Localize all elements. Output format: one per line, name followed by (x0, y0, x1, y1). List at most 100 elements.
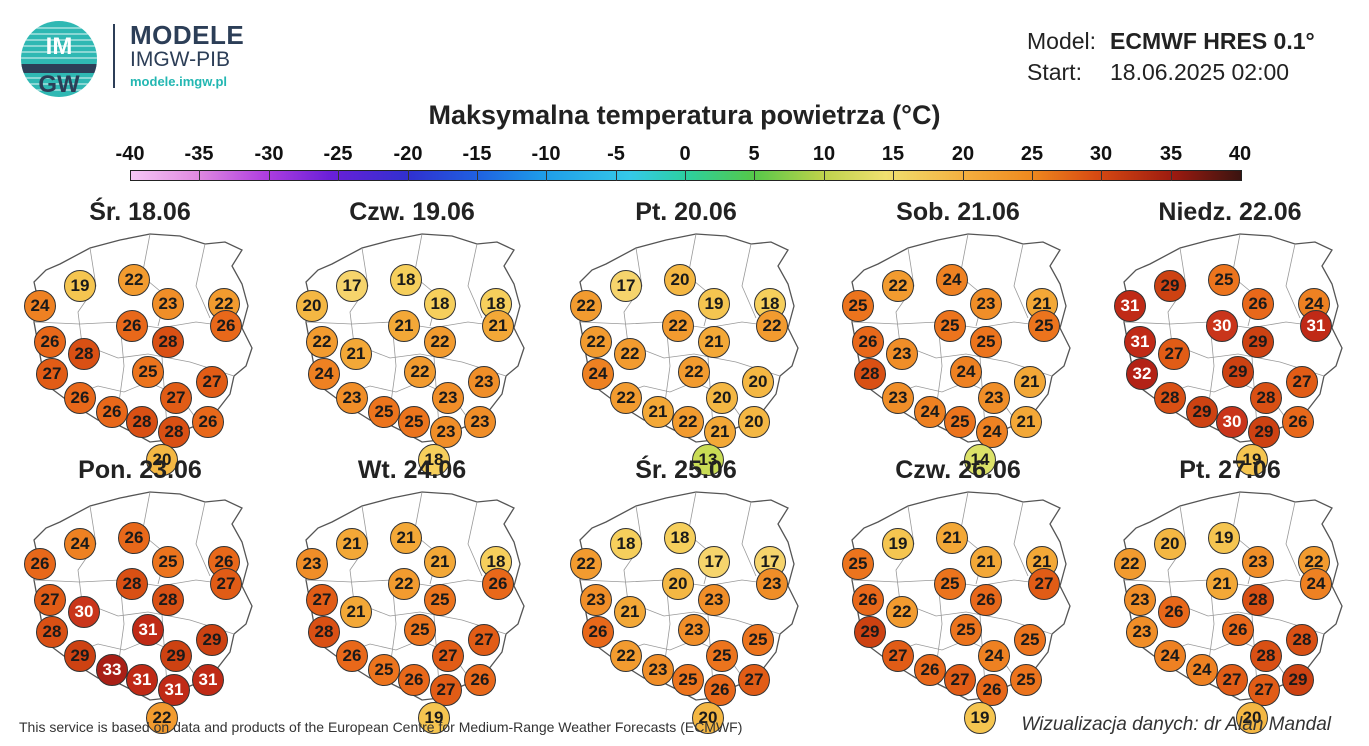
temperature-marker: 17 (698, 546, 730, 578)
scale-tick-label: -35 (184, 143, 214, 165)
day-label: Sob. 21.06 (896, 198, 1020, 226)
temperature-marker: 27 (196, 366, 228, 398)
temperature-marker: 31 (192, 664, 224, 696)
temperature-marker: 26 (34, 326, 66, 358)
temperature-marker: 22 (756, 310, 788, 342)
temperature-marker: 25 (970, 326, 1002, 358)
temperature-marker: 27 (36, 358, 68, 390)
temperature-marker: 20 (742, 366, 774, 398)
region-border (1013, 243, 1029, 319)
temperature-marker: 22 (404, 356, 436, 388)
temperature-marker: 29 (160, 640, 192, 672)
temperature-marker: 26 (1242, 288, 1274, 320)
scale-tick-label: 5 (748, 143, 760, 165)
temperature-marker: 25 (132, 356, 164, 388)
temperature-marker: 27 (210, 568, 242, 600)
temperature-marker: 26 (398, 664, 430, 696)
scale-tick (477, 170, 478, 181)
temperature-marker: 27 (160, 382, 192, 414)
brand-url-link[interactable]: modele.imgw.pl (130, 74, 228, 89)
day-label: Czw. 26.06 (895, 456, 1021, 484)
region-border (1285, 501, 1301, 577)
temperature-marker: 22 (882, 270, 914, 302)
logo-divider (113, 24, 115, 88)
temperature-marker: 25 (1014, 624, 1046, 656)
temperature-marker: 28 (152, 326, 184, 358)
forecast-panel: Wt. 24.06 21 21 23 21 18 22 26 27 21 28 25 25 26 27 27 2… (292, 456, 532, 734)
temperature-marker: 23 (1124, 584, 1156, 616)
temperature-marker: 27 (1286, 366, 1318, 398)
scale-tick-label: -15 (462, 143, 492, 165)
temperature-marker: 26 (210, 310, 242, 342)
temperature-marker: 26 (118, 522, 150, 554)
temperature-marker: 22 (672, 406, 704, 438)
temperature-marker: 29 (196, 624, 228, 656)
region-border (741, 501, 757, 577)
temperature-marker: 28 (308, 616, 340, 648)
temperature-marker: 26 (482, 568, 514, 600)
temperature-marker: 31 (1124, 326, 1156, 358)
temperature-marker: 26 (464, 664, 496, 696)
temperature-marker: 27 (738, 664, 770, 696)
temperature-marker: 29 (854, 616, 886, 648)
temperature-marker: 19 (1236, 444, 1268, 476)
temperature-marker: 25 (424, 584, 456, 616)
scale-tick (546, 170, 547, 181)
temperature-marker: 20 (296, 290, 328, 322)
temperature-marker: 29 (1242, 326, 1274, 358)
temperature-marker: 23 (1126, 616, 1158, 648)
temperature-marker: 18 (664, 522, 696, 554)
temperature-marker: 23 (642, 654, 674, 686)
temperature-marker: 24 (936, 264, 968, 296)
scale-tick-label: -30 (254, 143, 284, 165)
svg-text:GW: GW (38, 71, 80, 98)
day-label: Wt. 24.06 (357, 456, 467, 484)
temperature-marker: 20 (146, 444, 178, 476)
temperature-marker: 23 (336, 382, 368, 414)
scale-tick (199, 170, 200, 181)
temperature-marker: 25 (398, 406, 430, 438)
scale-tick-label: 30 (1089, 143, 1113, 165)
temperature-marker: 28 (1250, 640, 1282, 672)
temperature-marker: 19 (418, 702, 450, 734)
region-border (741, 243, 757, 319)
temperature-marker: 28 (1242, 584, 1274, 616)
brand-subtitle: IMGW-PIB (130, 48, 230, 71)
temperature-marker: 19 (64, 270, 96, 302)
region-border (195, 243, 211, 319)
temperature-marker: 22 (118, 264, 150, 296)
scale-tick-label: -10 (531, 143, 561, 165)
temperature-marker: 20 (738, 406, 770, 438)
temperature-marker: 21 (390, 522, 422, 554)
forecast-panel: Niedz. 22.06 29 25 31 26 24 30 31 31 27 32 29 29 28 27… (1110, 198, 1350, 476)
temperature-marker: 18 (418, 444, 450, 476)
temperature-marker: 22 (570, 548, 602, 580)
temperature-marker: 30 (1206, 310, 1238, 342)
model-info: Model: ECMWF HRES 0.1° Start: 18.06.2025 0… (1027, 26, 1315, 88)
temperature-marker: 23 (580, 584, 612, 616)
temperature-marker: 21 (704, 416, 736, 448)
temperature-marker: 17 (336, 270, 368, 302)
temperature-marker: 27 (1158, 338, 1190, 370)
temperature-marker: 21 (1206, 568, 1238, 600)
temperature-marker: 23 (296, 548, 328, 580)
temperature-marker: 18 (610, 528, 642, 560)
scale-tick (1032, 170, 1033, 181)
scale-tick-label: 10 (812, 143, 836, 165)
temperature-marker: 21 (340, 596, 372, 628)
scale-tick (893, 170, 894, 181)
day-label: Pt. 20.06 (635, 198, 737, 226)
temperature-marker: 26 (64, 382, 96, 414)
temperature-marker: 28 (158, 416, 190, 448)
temperature-marker: 21 (340, 338, 372, 370)
temperature-marker: 26 (1158, 596, 1190, 628)
temperature-marker: 22 (388, 568, 420, 600)
temperature-marker: 26 (1282, 406, 1314, 438)
temperature-marker: 24 (24, 290, 56, 322)
temperature-marker: 23 (698, 584, 730, 616)
temperature-marker: 25 (152, 546, 184, 578)
temperature-marker: 21 (936, 522, 968, 554)
scale-tick (408, 170, 409, 181)
temperature-marker: 26 (970, 584, 1002, 616)
temperature-marker: 27 (1216, 664, 1248, 696)
